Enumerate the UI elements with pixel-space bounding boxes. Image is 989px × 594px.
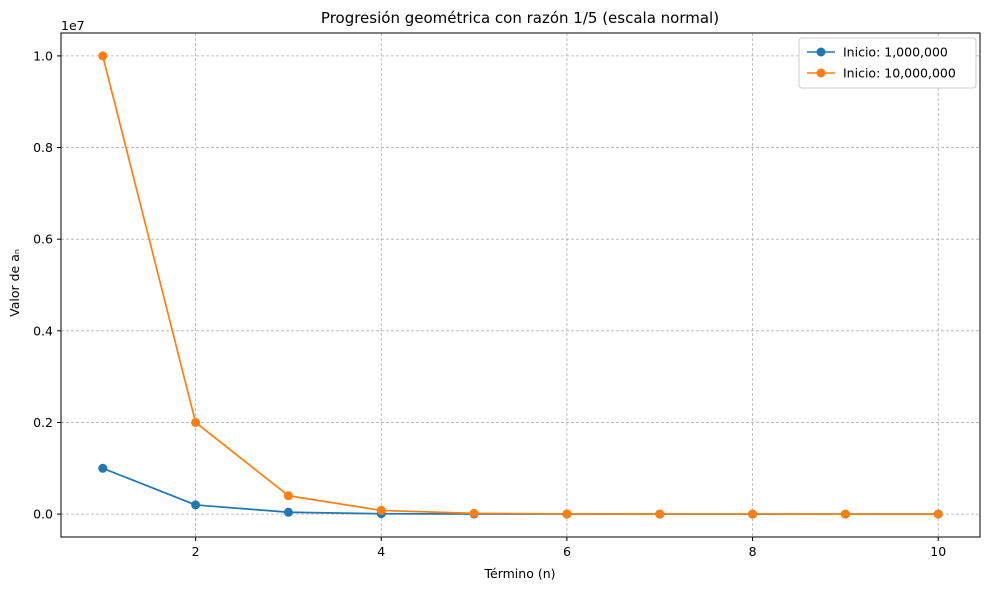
y-tick-label: 1.0 [33,48,53,63]
legend-entry-1: Inicio: 1,000,000 [807,45,948,60]
legend-marker-1 [816,47,826,57]
series-1-point [283,507,293,517]
y-tick-label: 0.6 [33,232,53,247]
x-axis-label: Término (n) [484,566,556,581]
legend-label-1: Inicio: 1,000,000 [843,45,948,60]
series-2-point [469,508,479,518]
x-tick-label: 2 [192,544,200,559]
series-2-point [748,509,758,519]
series-line-2 [101,55,939,515]
chart-title: Progresión geométrica con razón 1/5 (esc… [321,9,719,27]
series-1-point [191,500,201,510]
x-tick-label: 4 [377,544,385,559]
series-1-point [98,463,108,473]
series-2-point [840,509,850,519]
legend-entry-2: Inicio: 10,000,000 [807,66,956,81]
x-tick-label: 8 [749,544,757,559]
y-tick-label: 0.8 [33,140,53,155]
series-2-point [655,509,665,519]
y-tick-label: 0.4 [33,323,53,338]
x-tick-label: 6 [563,544,571,559]
y-axis-label: Valor de aₙ [7,249,22,317]
legend-label-2: Inicio: 10,000,000 [843,66,956,81]
y-tick-label: 0.2 [33,415,53,430]
series-points [98,51,943,519]
x-axis-ticks: 2 4 6 8 10 [192,537,946,559]
series-2-point [191,417,201,427]
y-tick-label: 0.0 [33,507,53,522]
series-2-point [376,505,386,515]
plot-frame [60,32,981,538]
legend: Inicio: 1,000,000 Inicio: 10,000,000 [798,37,977,89]
series-2-point [283,491,293,501]
series-2-point [98,51,108,61]
y-axis-ticks: 0.0 0.2 0.4 0.6 0.8 1.0 [33,48,61,522]
series-2-point [562,509,572,519]
legend-marker-2 [816,68,826,78]
series-2-point [933,509,943,519]
legend-box [798,37,977,89]
y-axis-offset-text: 1e7 [61,18,85,33]
x-tick-label: 10 [930,544,946,559]
series-lines [101,55,939,515]
